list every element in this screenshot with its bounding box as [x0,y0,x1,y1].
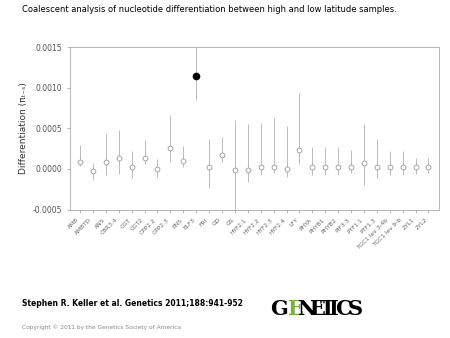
Text: Copyright © 2011 by the Genetics Society of America: Copyright © 2011 by the Genetics Society… [22,324,181,330]
Text: E: E [309,299,325,319]
Text: I: I [329,299,339,319]
Text: N: N [297,299,316,319]
Text: G: G [270,299,288,319]
Text: Stephen R. Keller et al. Genetics 2011;188:941-952: Stephen R. Keller et al. Genetics 2011;1… [22,299,243,308]
Text: S: S [348,299,363,319]
Text: E: E [287,299,302,319]
Text: C: C [335,299,352,319]
Y-axis label: Differentiation (πₜ₋ₛ): Differentiation (πₜ₋ₛ) [19,82,28,174]
Text: Coalescent analysis of nucleotide differentiation between high and low latitude : Coalescent analysis of nucleotide differ… [22,5,397,14]
Text: T: T [320,299,335,319]
